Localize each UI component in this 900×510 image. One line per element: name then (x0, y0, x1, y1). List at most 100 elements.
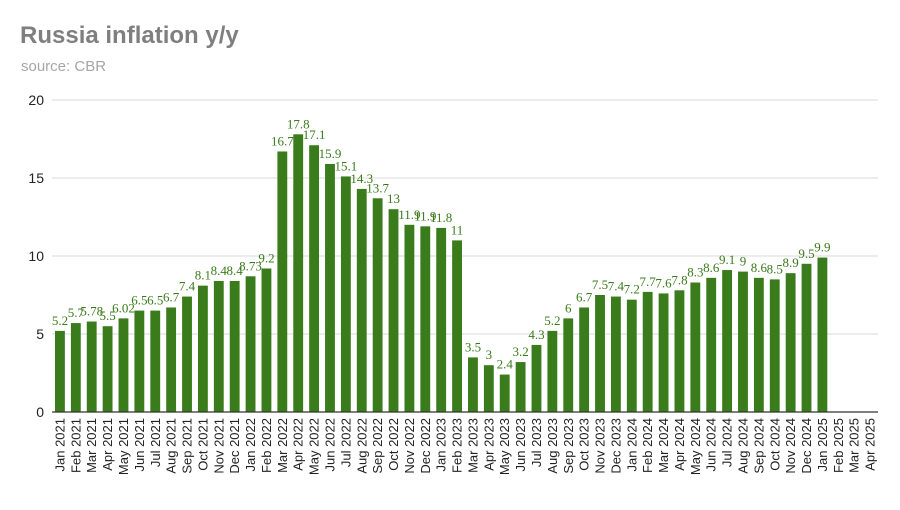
bar (86, 321, 97, 412)
bar (166, 307, 177, 412)
bar (277, 151, 288, 413)
x-tick-labels: Jan 2021 Feb 2021 Mar 2021 Apr 2021 May 2021… (52, 418, 877, 475)
bar (674, 290, 685, 412)
x-tick-label: Feb 2024 (640, 418, 655, 473)
bar (642, 291, 653, 412)
data-label: 5.78 (80, 304, 103, 319)
data-label: 7.8 (671, 272, 687, 287)
data-label: 6 (565, 300, 572, 315)
x-tick-label: Mar 2023 (465, 418, 480, 473)
data-label: 13 (387, 191, 400, 206)
x-tick-label: Oct 2021 (195, 418, 210, 471)
data-label: 17.8 (287, 116, 310, 131)
x-tick-label: Nov 2024 (783, 418, 798, 474)
x-tick-label: May 2024 (688, 418, 703, 475)
data-label: 8.4 (211, 263, 228, 278)
bar (340, 176, 351, 412)
bar (626, 299, 637, 412)
x-tick-label: Jul 2024 (720, 418, 735, 467)
y-tick-label: 10 (28, 248, 44, 264)
data-label: 15.9 (319, 146, 342, 161)
bar (245, 276, 256, 412)
data-label: 17.1 (303, 127, 326, 142)
data-label: 9 (740, 254, 747, 269)
bar (261, 268, 272, 412)
bar (499, 374, 510, 412)
x-tick-label: Aug 2023 (545, 418, 560, 474)
bar (150, 310, 161, 412)
x-tick-label: Nov 2023 (593, 418, 608, 474)
data-label: 13.7 (366, 180, 389, 195)
x-tick-label: May 2022 (307, 418, 322, 475)
bar (325, 163, 335, 412)
x-tick-label: Jun 2021 (132, 418, 147, 472)
bar (690, 282, 701, 412)
data-labels: 5.25.75.785.56.026.5 6.5 6.77.48.1 8.4 8.48.… (52, 116, 831, 371)
bar (229, 280, 240, 412)
x-tick-label: Jan 2022 (243, 418, 258, 472)
data-label: 4.3 (528, 327, 544, 342)
x-tick-label: Dec 2024 (799, 418, 814, 474)
data-label: 5.5 (99, 308, 115, 323)
x-tick-label: Jan 2025 (815, 418, 830, 472)
bar (658, 293, 669, 412)
x-tick-label: Sep 2021 (180, 418, 195, 474)
data-label: 7.2 (624, 282, 640, 297)
bar (610, 296, 621, 412)
x-tick-label: May 2021 (116, 418, 131, 475)
x-tick-label: Nov 2022 (402, 418, 417, 474)
data-label: 8.4 (227, 263, 244, 278)
data-label: 7.6 (655, 275, 672, 290)
bars (55, 134, 828, 413)
data-label: 15.1 (334, 158, 357, 173)
x-tick-label: Sep 2023 (561, 418, 576, 474)
bar (134, 310, 145, 412)
bar (563, 318, 574, 412)
x-tick-label: Jan 2024 (624, 418, 639, 472)
x-tick-label: Jun 2024 (704, 418, 719, 472)
x-tick-label: Jun 2023 (513, 418, 528, 472)
x-tick-label: Apr 2022 (291, 418, 306, 471)
x-tick-label: Jun 2022 (322, 418, 337, 472)
bar (515, 362, 526, 412)
data-label: 16.7 (271, 133, 294, 148)
x-tick-label: Jul 2023 (529, 418, 544, 467)
x-tick-label: Oct 2022 (386, 418, 401, 471)
bar (785, 273, 796, 412)
x-tick-label: Aug 2021 (164, 418, 179, 474)
data-label: 11 (451, 222, 464, 237)
y-tick-label: 0 (36, 404, 44, 420)
bar (436, 227, 447, 412)
bar (595, 295, 605, 412)
data-label: 6.5 (131, 293, 147, 308)
y-tick-label: 20 (28, 92, 44, 108)
data-label: 8.73 (239, 258, 262, 273)
x-tick-label: Mar 2024 (656, 418, 671, 473)
bar (531, 344, 542, 412)
bar (722, 270, 733, 412)
bar (404, 224, 415, 412)
data-label: 8.6 (751, 260, 768, 275)
bar (801, 263, 812, 412)
x-tick-label: Sep 2024 (751, 418, 766, 474)
bar (420, 226, 431, 412)
data-label: 7.7 (640, 274, 657, 289)
data-label: 8.3 (687, 265, 703, 280)
chart-subtitle: source: CBR (21, 58, 107, 75)
data-label: 6.5 (147, 293, 163, 308)
data-label: 9.5 (798, 246, 814, 261)
x-tick-label: Jul 2021 (148, 418, 163, 467)
data-label: 11.9 (414, 208, 436, 223)
x-tick-label: Aug 2024 (735, 418, 750, 474)
bar (547, 330, 558, 412)
bar (769, 279, 780, 412)
x-tick-label: Sep 2022 (370, 418, 385, 474)
x-tick-label: Apr 2024 (672, 418, 687, 471)
x-tick-label: May 2023 (497, 418, 512, 475)
data-label: 9.2 (258, 250, 274, 265)
data-label: 8.5 (767, 261, 783, 276)
bar (118, 318, 129, 412)
x-tick-label: Jul 2022 (338, 418, 353, 467)
x-tick-label: Feb 2023 (450, 418, 465, 473)
